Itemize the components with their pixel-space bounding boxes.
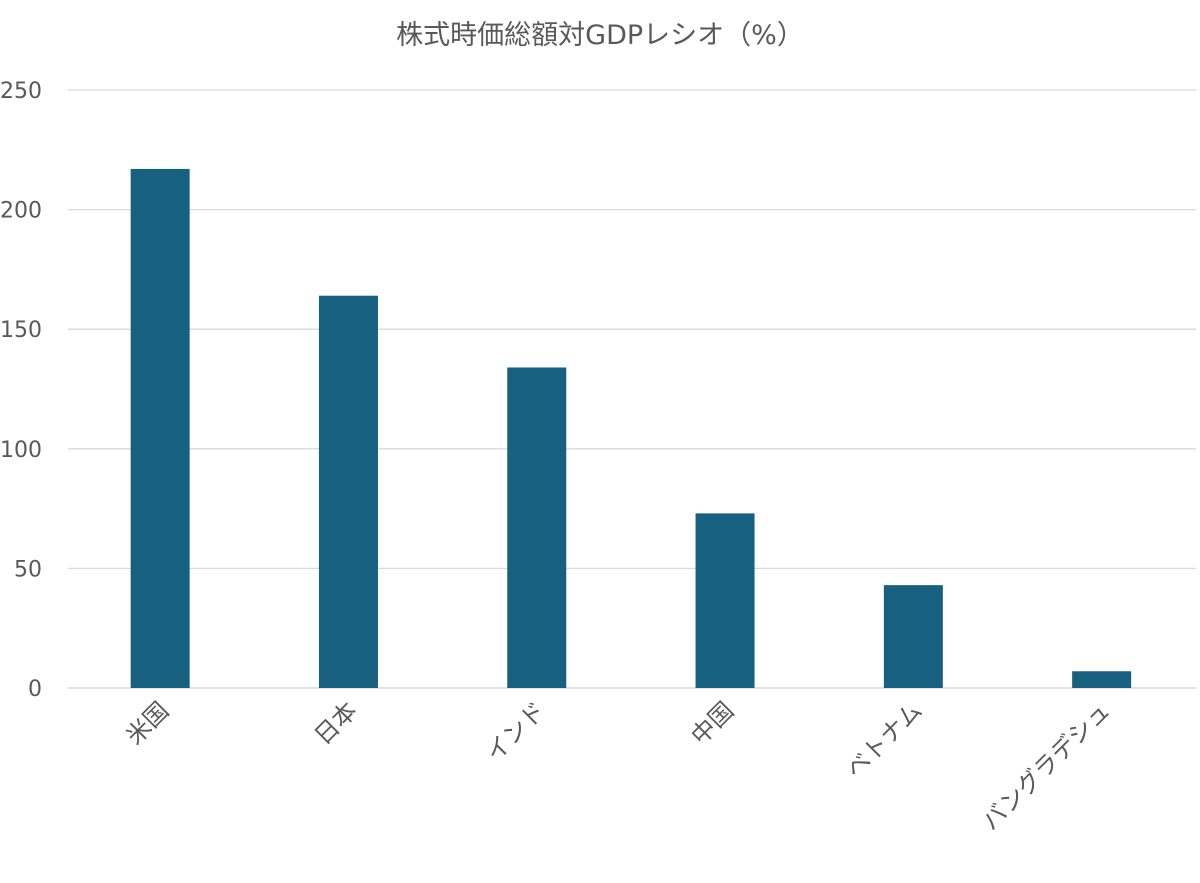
x-tick-label: 中国 — [686, 696, 740, 750]
bar-4 — [883, 585, 943, 688]
y-tick-label: 250 — [0, 79, 42, 104]
bar-0 — [130, 168, 190, 688]
x-tick-label: ベトナム — [840, 696, 927, 783]
bar-5 — [1072, 671, 1132, 688]
gridlines — [68, 89, 1196, 689]
chart-title: 株式時価総額対GDPレシオ（%） — [396, 20, 804, 51]
x-tick-label: インド — [480, 696, 551, 767]
y-axis-ticks: 0 50 100 150 200 250 — [0, 79, 42, 702]
x-axis-ticks: 米国 日本 インド 中国 ベトナム バングラデシュ — [121, 696, 1116, 835]
x-tick-label: 米国 — [121, 696, 175, 750]
y-tick-label: 50 — [14, 557, 42, 582]
bar-1 — [318, 295, 378, 688]
x-tick-label: バングラデシュ — [976, 696, 1115, 835]
x-tick-label: 日本 — [309, 696, 363, 750]
y-tick-label: 200 — [0, 199, 42, 224]
y-tick-label: 0 — [28, 677, 42, 702]
y-tick-label: 100 — [0, 438, 42, 463]
bars — [130, 168, 1132, 688]
bar-2 — [507, 367, 567, 688]
y-tick-label: 150 — [0, 318, 42, 343]
bar-3 — [695, 513, 755, 688]
